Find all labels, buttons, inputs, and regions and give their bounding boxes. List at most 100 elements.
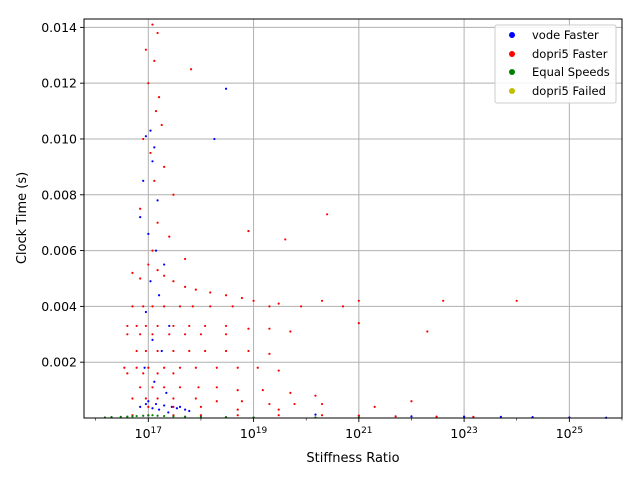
point-vode-faster [163,404,166,407]
point-vode-faster [157,294,161,297]
point-dopri5-faster [153,179,156,182]
point-dopri5-faster [320,414,324,417]
point-vode-faster [147,400,150,403]
point-dopri5-faster [172,405,175,408]
point-vode-faster [163,263,166,266]
point-vode-faster [184,408,187,411]
point-dopri5-faster [247,327,250,330]
point-vode-faster [188,409,191,413]
point-dopri5-faster [314,394,317,397]
x-tick-label: 1025 [556,426,583,441]
point-vode-faster [154,249,158,252]
point-dopri5-faster [172,349,175,353]
point-dopri5-faster [215,386,218,389]
point-dopri5-faster [139,333,142,336]
point-dopri5-faster [188,349,191,353]
point-dopri5-faster [172,397,175,400]
x-tick-label: 1019 [240,426,268,441]
point-dopri5-faster [320,299,324,302]
point-equal-speeds [184,415,187,418]
point-dopri5-faster [231,305,234,308]
point-dopri5-faster [189,68,193,71]
point-equal-speeds [147,414,150,417]
point-dopri5-faster [178,366,182,369]
legend-entry-dopri5-faster: dopri5 Faster [509,47,608,61]
point-dopri5-faster [194,366,197,369]
legend: vode Faster dopri5 Faster Equal Speeds d… [494,24,617,104]
point-vode-faster [147,232,150,235]
y-tick-label: 0.008 [41,187,77,202]
point-vode-faster [165,391,168,394]
point-dopri5-faster [357,322,360,325]
point-dopri5-faster [149,151,152,155]
point-dopri5-faster [357,299,360,302]
point-dopri5-faster [153,59,156,62]
point-dopri5-faster [156,324,159,328]
point-equal-speeds [142,414,145,417]
point-dopri5-faster [144,48,147,51]
point-dopri5-faster [277,408,280,411]
point-dopri5-faster [184,333,187,336]
point-dopri5-faster [199,405,203,408]
legend-label-equal-speeds: Equal Speeds [532,65,610,79]
point-dopri5-faster [252,299,255,302]
point-dopri5-faster [126,372,129,375]
point-equal-speeds [126,415,129,418]
point-dopri5-faster [126,324,129,328]
point-dopri5-faster [184,257,187,261]
point-dopri5-faster [123,366,126,369]
point-vode-faster [154,402,158,406]
point-dopri5-faster [236,408,239,411]
point-dopri5-faster [135,324,138,328]
point-vode-faster [153,146,156,149]
point-vode-faster [139,216,142,219]
point-vode-faster [143,366,146,369]
point-dopri5-faster [172,193,175,196]
y-tick-label: 0.004 [41,299,77,314]
point-dopri5-faster [172,324,175,328]
point-equal-speeds [119,415,122,418]
point-vode-faster [149,280,152,283]
point-vode-faster [314,413,317,416]
point-vode-faster [160,349,163,353]
point-dopri5-faster [357,414,360,417]
point-vode-faster [170,405,173,408]
point-dopri5-faster [142,305,145,308]
point-dopri5-faster [151,249,154,252]
point-dopri5-faster [289,330,292,333]
plot-frame [83,18,623,419]
point-dopri5-faster [268,327,271,330]
point-dopri5-faster [236,389,239,392]
point-dopri5-faster [326,213,329,216]
point-dopri5-faster [163,386,166,389]
point-dopri5-faster [204,349,207,353]
legend-marker-dopri5-faster [509,51,515,57]
point-vode-faster [463,415,466,418]
point-dopri5-faster [394,415,397,418]
points-layer [103,23,608,419]
point-vode-faster [142,179,145,182]
point-dopri5-faster [144,324,147,328]
point-dopri5-faster [515,299,518,302]
point-vode-faster [149,129,152,132]
point-dopri5-faster [341,305,345,308]
point-dopri5-faster [156,31,159,35]
y-tick-label: 0.014 [41,20,77,35]
point-dopri5-faster [215,400,218,403]
point-vode-faster [153,380,156,383]
point-vode-faster [410,415,413,418]
legend-entry-vode-faster: vode Faster [509,28,599,42]
point-vode-faster [151,338,154,341]
point-vode-faster [151,160,154,163]
point-dopri5-faster [168,333,171,336]
point-dopri5-faster [247,229,250,233]
point-dopri5-faster [156,269,159,272]
point-vode-faster [144,135,147,138]
point-dopri5-faster [139,386,142,389]
point-dopri5-faster [156,221,159,224]
point-dopri5-faster [224,294,228,297]
point-vode-faster [224,87,228,90]
point-vode-faster [144,310,147,314]
legend-label-vode-faster: vode Faster [532,28,599,42]
point-dopri5-faster [139,207,142,210]
